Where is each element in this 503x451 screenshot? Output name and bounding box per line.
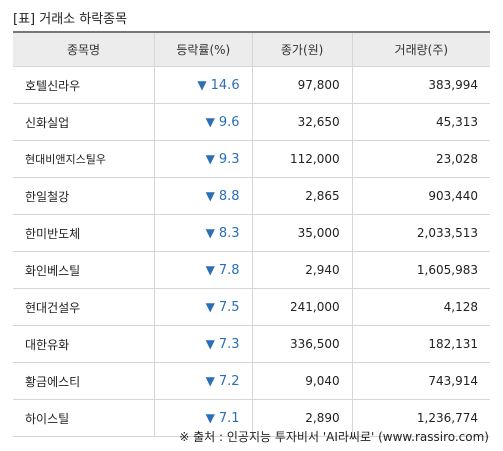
- table-row: 한일철강 ▼ 8.8 2,865 903,440: [13, 177, 490, 215]
- close-price: 97,800: [252, 66, 353, 104]
- table-row: 대한유화 ▼ 7.3 336,500 182,131: [13, 325, 490, 363]
- table-row: 황금에스티 ▼ 7.2 9,040 743,914: [13, 362, 490, 400]
- close-price: 2,890: [252, 399, 353, 437]
- change-rate: 8.3: [218, 225, 240, 241]
- trade-volume: 383,994: [352, 66, 490, 104]
- close-price: 32,650: [252, 103, 353, 141]
- down-arrow-icon: ▼: [205, 188, 215, 203]
- close-price: 2,940: [252, 251, 353, 289]
- down-arrow-icon: ▼: [205, 336, 215, 351]
- change-rate: 9.6: [218, 114, 240, 130]
- trade-volume: 743,914: [352, 362, 490, 400]
- trade-volume: 1,605,983: [352, 251, 490, 289]
- change-rate: 7.8: [218, 262, 240, 278]
- table-row: 현대비앤지스틸우 ▼ 9.3 112,000 23,028: [13, 140, 490, 178]
- stock-name: 현대비앤지스틸우: [13, 140, 155, 178]
- close-price: 35,000: [252, 214, 353, 252]
- down-arrow-icon: ▼: [197, 77, 207, 92]
- stock-name: 대한유화: [13, 325, 155, 363]
- table-title: [표] 거래소 하락종목: [13, 12, 128, 27]
- stock-name: 한일철강: [13, 177, 155, 215]
- stock-table-container: 종목명 등락률(%) 종가(원) 거래량(주) 호텔신라우 ▼ 14.6 97,8…: [13, 31, 490, 437]
- stock-name: 황금에스티: [13, 362, 155, 400]
- declining-stocks-table: 종목명 등락률(%) 종가(원) 거래량(주) 호텔신라우 ▼ 14.6 97,8…: [13, 33, 490, 437]
- change-rate: 7.3: [218, 336, 240, 352]
- table-row: 하이스틸 ▼ 7.1 2,890 1,236,774: [13, 399, 490, 437]
- trade-volume: 2,033,513: [352, 214, 490, 252]
- close-price: 112,000: [252, 140, 353, 178]
- down-arrow-icon: ▼: [205, 299, 215, 314]
- close-price: 241,000: [252, 288, 353, 326]
- stock-name: 현대건설우: [13, 288, 155, 326]
- header-price: 종가(원): [252, 33, 353, 67]
- header-name: 종목명: [13, 33, 155, 67]
- stock-name: 호텔신라우: [13, 66, 155, 104]
- table-row: 한미반도체 ▼ 8.3 35,000 2,033,513: [13, 214, 490, 252]
- source-note: ※ 출처 : 인공지능 투자비서 'AI라씨로' (www.rassiro.co…: [179, 430, 489, 444]
- table-header-row: 종목명 등락률(%) 종가(원) 거래량(주): [13, 33, 490, 67]
- table-row: 호텔신라우 ▼ 14.6 97,800 383,994: [13, 66, 490, 104]
- table-row: 신화실업 ▼ 9.6 32,650 45,313: [13, 103, 490, 141]
- change-rate: 8.8: [218, 188, 240, 204]
- change-rate: 9.3: [218, 151, 240, 167]
- down-arrow-icon: ▼: [205, 410, 215, 425]
- trade-volume: 182,131: [352, 325, 490, 363]
- change-rate: 7.1: [218, 410, 240, 426]
- stock-name: 하이스틸: [13, 399, 155, 437]
- close-price: 2,865: [252, 177, 353, 215]
- close-price: 336,500: [252, 325, 353, 363]
- close-price: 9,040: [252, 362, 353, 400]
- down-arrow-icon: ▼: [205, 151, 215, 166]
- down-arrow-icon: ▼: [205, 225, 215, 240]
- stock-name: 화인베스틸: [13, 251, 155, 289]
- trade-volume: 903,440: [352, 177, 490, 215]
- trade-volume: 45,313: [352, 103, 490, 141]
- stock-name: 신화실업: [13, 103, 155, 141]
- stock-name: 한미반도체: [13, 214, 155, 252]
- change-rate: 7.2: [218, 373, 240, 389]
- change-rate: 7.5: [218, 299, 240, 315]
- down-arrow-icon: ▼: [205, 373, 215, 388]
- table-row: 현대건설우 ▼ 7.5 241,000 4,128: [13, 288, 490, 326]
- trade-volume: 23,028: [352, 140, 490, 178]
- down-arrow-icon: ▼: [205, 114, 215, 129]
- trade-volume: 4,128: [352, 288, 490, 326]
- table-row: 화인베스틸 ▼ 7.8 2,940 1,605,983: [13, 251, 490, 289]
- down-arrow-icon: ▼: [205, 262, 215, 277]
- trade-volume: 1,236,774: [352, 399, 490, 437]
- header-volume: 거래량(주): [352, 33, 490, 67]
- header-rate: 등락률(%): [154, 33, 253, 67]
- change-rate: 14.6: [210, 77, 240, 93]
